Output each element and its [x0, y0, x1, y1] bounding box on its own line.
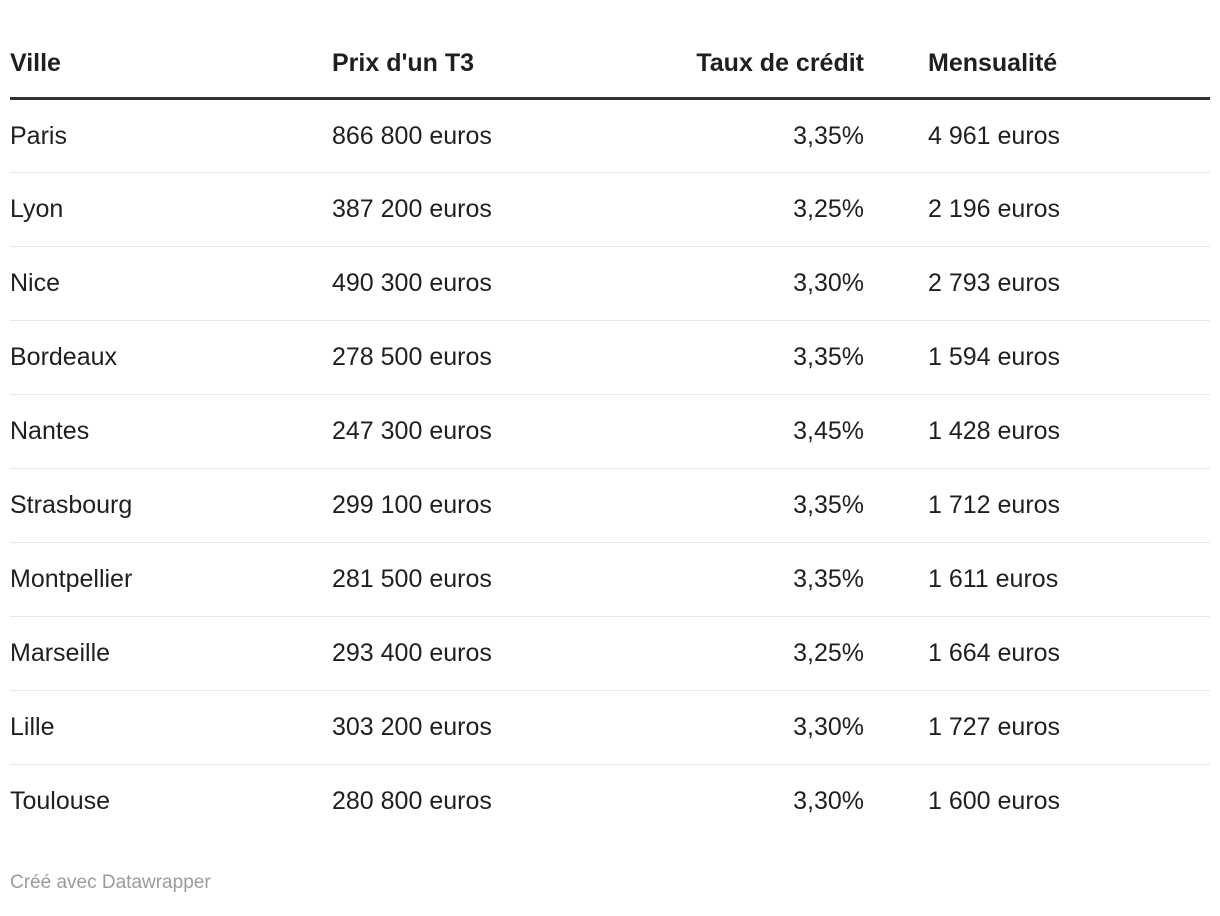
cell-taux-credit: 3,25% — [662, 616, 864, 691]
cell-mensualite: 4 961 euros — [864, 98, 1210, 173]
table-header: Ville Prix d'un T3 Taux de crédit Mensua… — [10, 0, 1210, 100]
cell-ville: Toulouse — [10, 787, 111, 816]
cell-ville: Nice — [10, 246, 332, 321]
cell-taux-credit: 3,30% — [662, 690, 864, 765]
cell-mensualite: 1 664 euros — [864, 616, 1210, 691]
cell-taux-credit: 3,30% — [662, 246, 864, 321]
cell-ville: Bordeaux — [10, 320, 332, 395]
table-row: Marseille 293 400 euros 3,25% 1 664 euros — [10, 616, 1210, 691]
cell-taux-credit: 3,25% — [662, 172, 864, 247]
header-row: Ville Prix d'un T3 Taux de crédit Mensua… — [10, 0, 1210, 100]
cell-prix-t3: 303 200 euros — [332, 690, 662, 765]
table-row: Lille 303 200 euros 3,30% 1 727 euros — [10, 690, 1210, 765]
cell-ville: Marseille — [10, 616, 332, 691]
cell-mensualite: 1 611 euros — [864, 542, 1210, 617]
cell-mensualite: 1 428 euros — [864, 394, 1210, 469]
column-header-ville: Ville — [10, 0, 332, 100]
cell-ville: Lille — [10, 690, 332, 765]
cell-mensualite: 1 600 euros — [928, 787, 1061, 816]
table-row: Lyon 387 200 euros 3,25% 2 196 euros — [10, 172, 1210, 247]
column-header-prix-t3: Prix d'un T3 — [332, 0, 662, 100]
column-header-mensualite: Mensualité — [864, 0, 1210, 100]
cell-taux-credit: 3,35% — [662, 468, 864, 543]
cell-taux-credit: 3,30% — [793, 787, 864, 816]
column-header-taux-credit: Taux de crédit — [662, 0, 864, 100]
cell-mensualite: 2 793 euros — [864, 246, 1210, 321]
table-row: Strasbourg 299 100 euros 3,35% 1 712 euros — [10, 468, 1210, 543]
cell-ville: Montpellier — [10, 542, 332, 617]
cell-prix-t3: 299 100 euros — [332, 468, 662, 543]
table-row: Bordeaux 278 500 euros 3,35% 1 594 euros — [10, 320, 1210, 395]
cell-ville: Paris — [10, 98, 332, 173]
cell-prix-t3: 281 500 euros — [332, 542, 662, 617]
cell-prix-t3: 293 400 euros — [332, 616, 662, 691]
attribution-link[interactable]: Créé avec Datawrapper — [10, 871, 211, 893]
cell-mensualite: 2 196 euros — [864, 172, 1210, 247]
cell-ville: Nantes — [10, 394, 332, 469]
cell-taux-credit: 3,35% — [662, 542, 864, 617]
cell-mensualite: 1 712 euros — [864, 468, 1210, 543]
table-row: Montpellier 281 500 euros 3,35% 1 611 euros — [10, 542, 1210, 617]
cell-mensualite: 1 727 euros — [864, 690, 1210, 765]
cell-taux-credit: 3,35% — [662, 320, 864, 395]
table-body: Paris 866 800 euros 3,35% 4 961 euros Lyon 38… — [10, 98, 1210, 839]
table-row: Toulouse 280 800 euros 3,30% 1 600 euros — [10, 765, 1210, 839]
cell-taux-credit: 3,45% — [662, 394, 864, 469]
cell-prix-t3: 490 300 euros — [332, 246, 662, 321]
cell-prix-t3: 247 300 euros — [332, 394, 662, 469]
table-row: Nice 490 300 euros 3,30% 2 793 euros — [10, 246, 1210, 321]
data-table: Ville Prix d'un T3 Taux de crédit Mensua… — [10, 0, 1210, 839]
cell-prix-t3: 866 800 euros — [332, 98, 662, 173]
cell-ville: Strasbourg — [10, 468, 332, 543]
cell-prix-t3: 387 200 euros — [332, 172, 662, 247]
cell-prix-t3: 280 800 euros — [332, 787, 492, 816]
cell-taux-credit: 3,35% — [662, 98, 864, 173]
cell-prix-t3: 278 500 euros — [332, 320, 662, 395]
cell-mensualite: 1 594 euros — [864, 320, 1210, 395]
table-row: Paris 866 800 euros 3,35% 4 961 euros — [10, 98, 1210, 173]
cell-ville: Lyon — [10, 172, 332, 247]
table-row: Nantes 247 300 euros 3,45% 1 428 euros — [10, 394, 1210, 469]
